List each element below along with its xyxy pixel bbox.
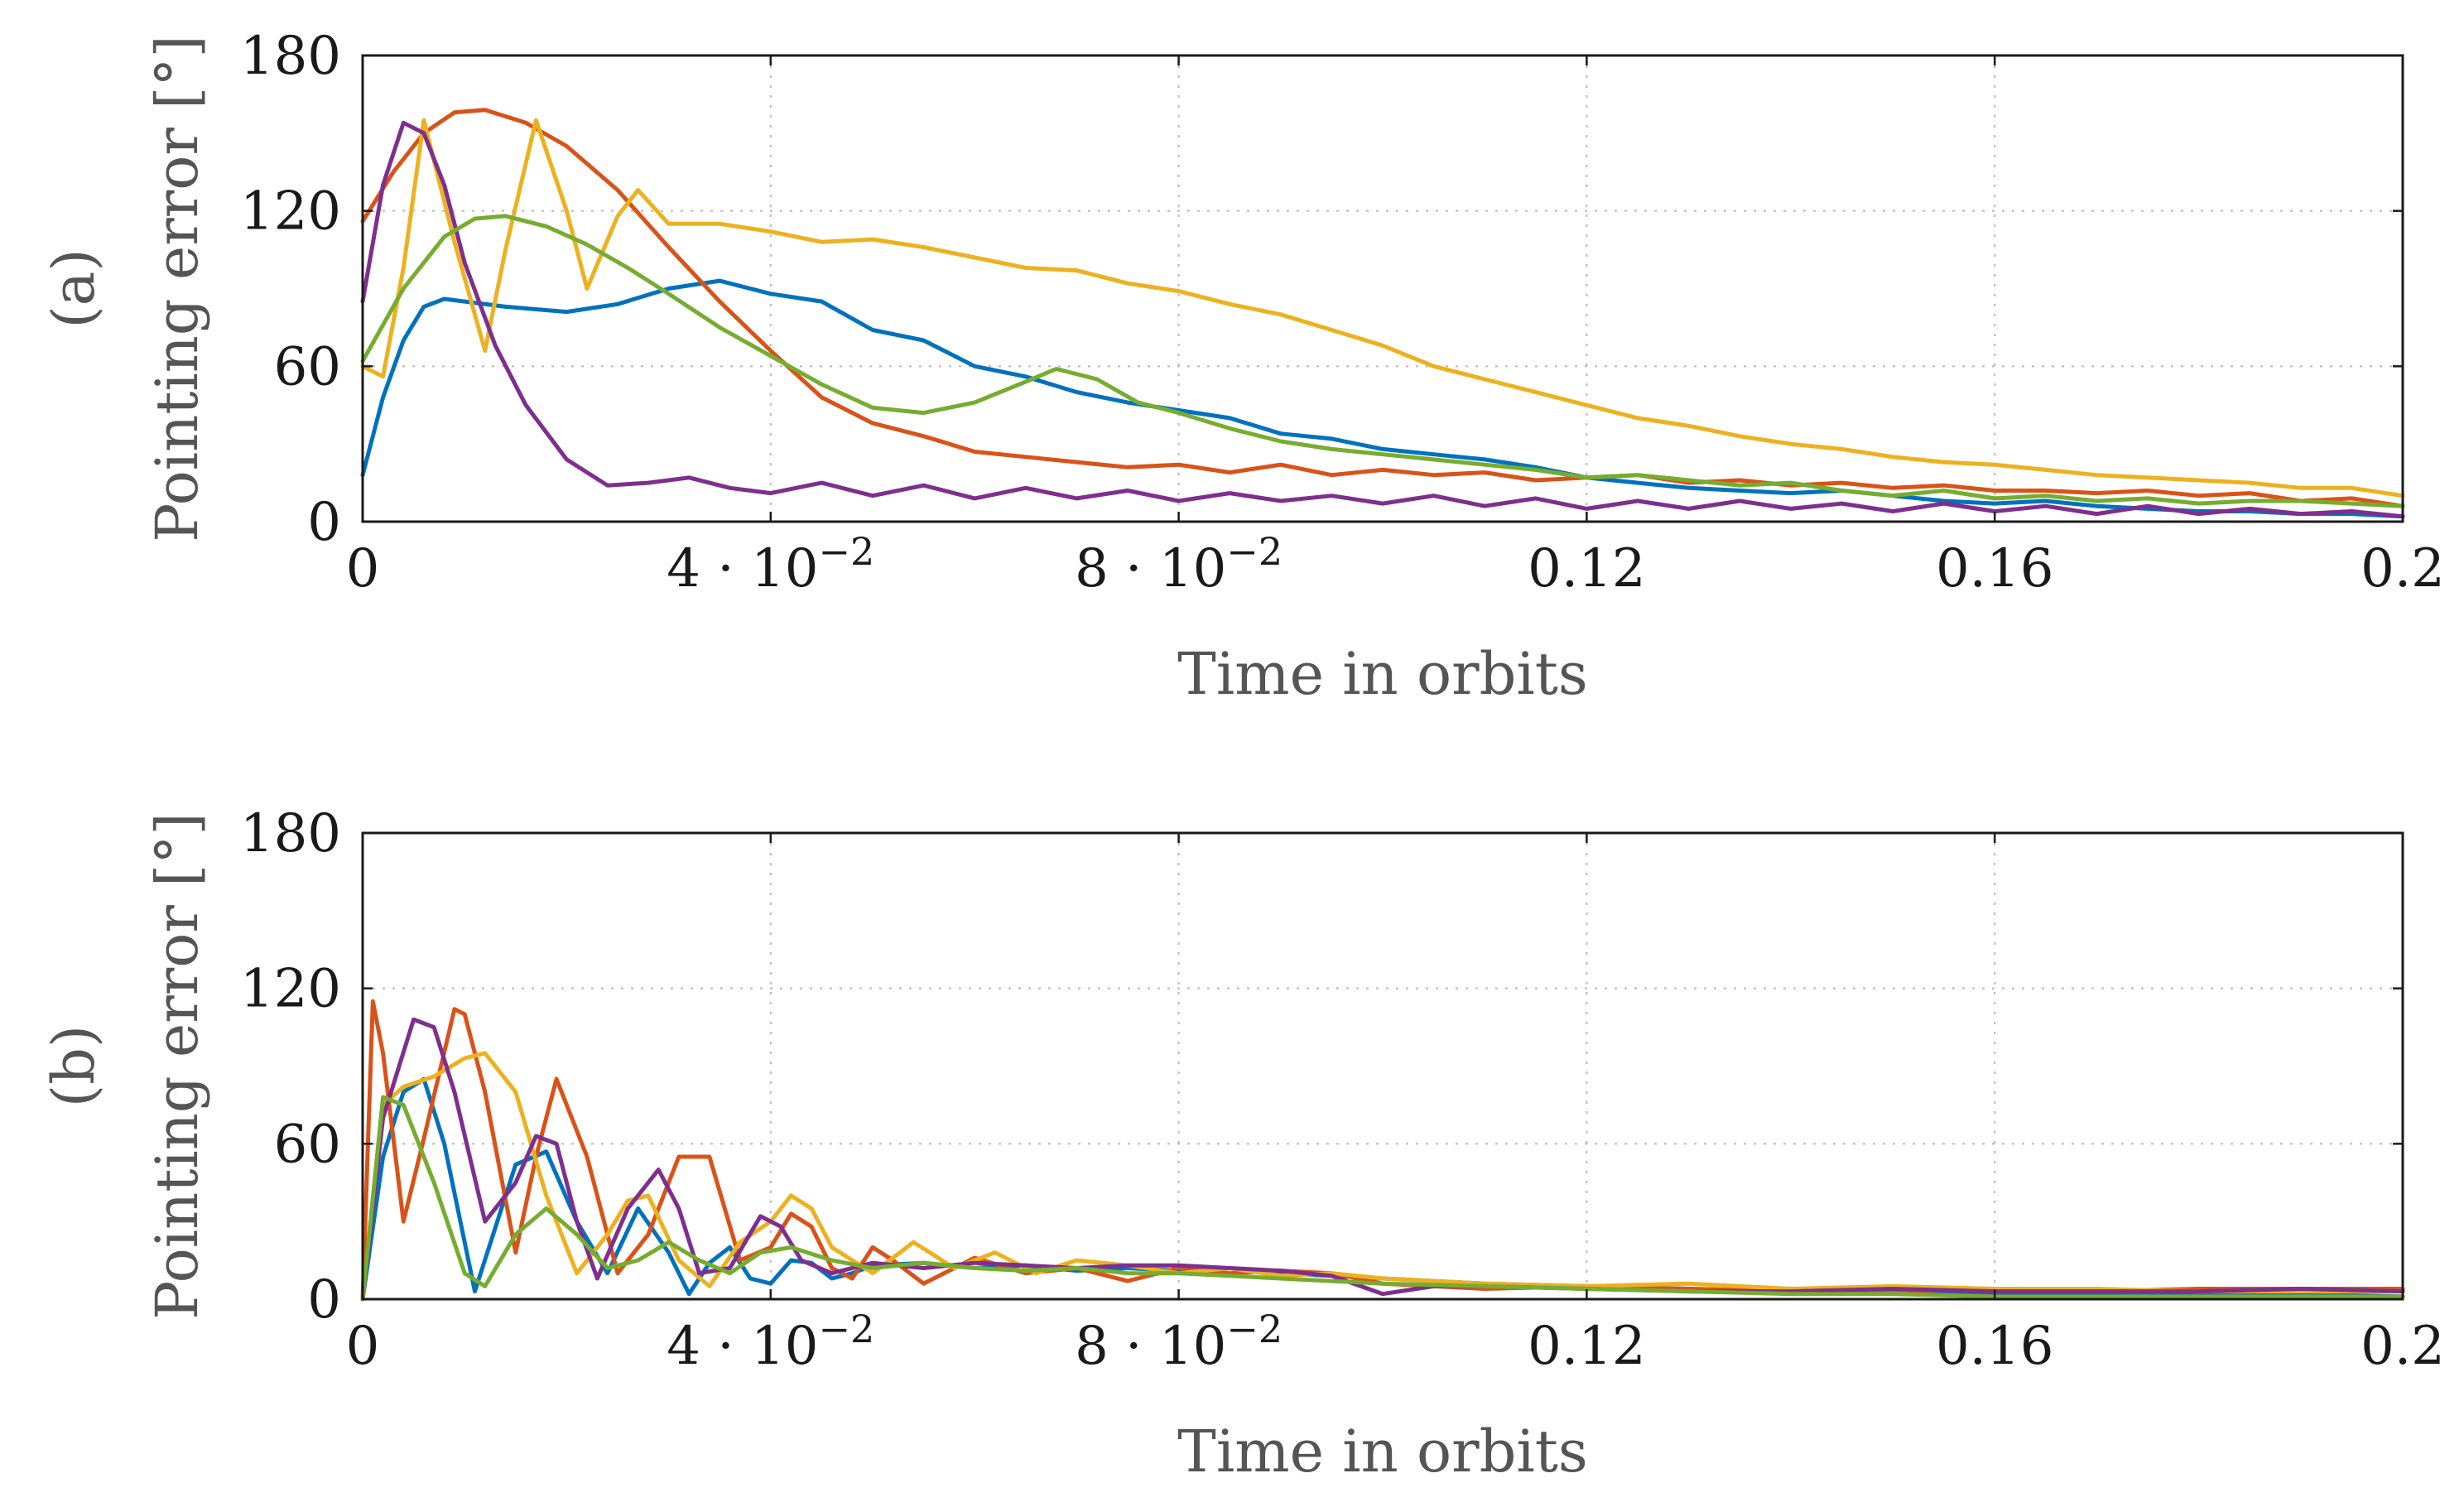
chart-panel-b: 0 4 · 10−2 8 · 10−2 0.12 0.16 0.2 0 60 120 180 Tim… <box>40 803 2445 1485</box>
x-tick-label: 0.2 <box>2361 1316 2445 1377</box>
y-tick-label: 0 <box>307 492 341 553</box>
x-tick-label: 0.2 <box>2361 538 2445 599</box>
y-tick-label: 60 <box>274 336 341 397</box>
series-line-purple <box>360 120 2405 519</box>
y-tick-label: 60 <box>274 1114 341 1175</box>
series-line-red <box>360 999 2405 1302</box>
x-tick-label: 8 · 10−2 <box>1075 1307 1283 1377</box>
x-tick-label: 0 <box>346 538 380 599</box>
x-tick-label: 0.16 <box>1936 1316 2054 1377</box>
panel-label: (a) <box>40 248 108 328</box>
x-tick-label: 0.12 <box>1528 538 1646 599</box>
x-tick-label: 0 <box>346 1316 380 1377</box>
x-axis-label: Time in orbits <box>1177 640 1588 708</box>
x-tick-label: 0.16 <box>1936 538 2054 599</box>
y-tick-label: 180 <box>240 803 341 864</box>
x-axis-label: Time in orbits <box>1177 1418 1588 1485</box>
y-tick-label: 0 <box>307 1269 341 1331</box>
series-line-yellow <box>360 1051 2405 1302</box>
panel-label: (b) <box>40 1025 108 1107</box>
plot-frame <box>361 54 2404 523</box>
y-tick-label: 120 <box>240 959 341 1020</box>
series-line-green <box>360 214 2405 508</box>
series-line-yellow <box>360 118 2405 498</box>
series-line-red <box>360 108 2405 508</box>
y-axis-label: Pointing error [°] <box>143 35 211 542</box>
y-tick-label: 180 <box>240 26 341 87</box>
x-tick-label: 4 · 10−2 <box>667 529 874 599</box>
x-tick-label: 4 · 10−2 <box>667 1307 874 1377</box>
plot-frame <box>361 831 2404 1301</box>
y-tick-label: 120 <box>240 181 341 243</box>
y-axis-label: Pointing error [°] <box>143 812 211 1319</box>
x-tick-label: 8 · 10−2 <box>1075 529 1283 599</box>
series-line-green <box>360 1095 2405 1302</box>
x-tick-label: 0.12 <box>1528 1316 1646 1377</box>
series-line-blue <box>360 278 2405 519</box>
chart-panel-a: 0 4 · 10−2 8 · 10−2 0.12 0.16 0.2 0 60 120 180 Tim… <box>40 26 2445 708</box>
